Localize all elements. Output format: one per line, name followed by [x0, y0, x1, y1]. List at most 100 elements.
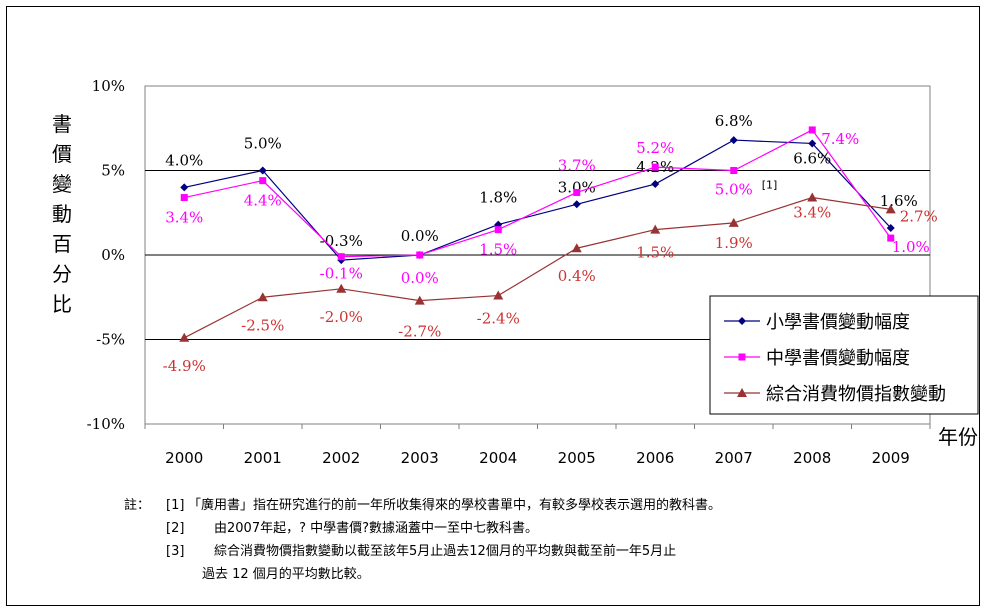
y-tick-label: 10%	[92, 77, 125, 95]
data-label: 1.8%	[479, 189, 517, 207]
y-axis-label-char: 百	[52, 232, 72, 256]
data-label: 3.0%	[558, 178, 596, 196]
data-point	[414, 295, 425, 305]
data-point	[257, 292, 268, 302]
data-point	[494, 226, 502, 234]
data-point	[258, 166, 267, 175]
data-label: -2.5%	[241, 316, 284, 334]
data-point	[179, 332, 190, 342]
note-2-mark: [2]	[166, 521, 185, 536]
y-axis-label-char: 比	[52, 292, 72, 316]
y-axis-label-char: 變	[52, 172, 72, 196]
data-point	[259, 177, 267, 185]
data-point	[336, 283, 347, 293]
data-label: 2.7%	[900, 207, 938, 225]
data-label: 6.6%	[793, 149, 831, 167]
data-label: 4.4%	[244, 192, 282, 210]
y-tick-label: 5%	[101, 162, 125, 180]
legend-entry: 綜合消費物價指數變動	[766, 384, 946, 405]
data-label: 5.2%	[636, 139, 674, 157]
data-point	[729, 136, 738, 145]
data-label: 5.0%	[244, 135, 282, 153]
figure-frame	[6, 6, 980, 606]
series-line-2	[184, 129, 892, 258]
x-tick-label: 2007	[715, 449, 753, 467]
x-tick-label: 2008	[793, 449, 831, 467]
data-point	[650, 224, 661, 234]
data-label: 1.5%	[636, 244, 674, 262]
data-label: 5.0%	[715, 181, 753, 199]
data-point	[887, 234, 895, 242]
y-tick-label: 0%	[101, 246, 125, 264]
note-3-continuation: 過去 12 個月的平均數比較。	[202, 567, 370, 582]
data-point	[180, 194, 188, 202]
data-label: 3.7%	[558, 156, 596, 174]
y-tick-label: -5%	[96, 331, 125, 349]
x-tick-label: 2002	[322, 449, 360, 467]
x-tick-label: 2009	[872, 449, 910, 467]
data-point	[571, 243, 582, 253]
legend-marker	[738, 317, 746, 325]
series-line-3	[183, 196, 891, 339]
data-label: 6.8%	[715, 112, 753, 130]
legend-marker	[737, 388, 747, 397]
data-point	[651, 180, 660, 189]
x-tick-label: 2003	[401, 449, 439, 467]
data-label: -2.7%	[398, 323, 441, 341]
data-label: -2.4%	[477, 310, 520, 328]
note-1-mark: [1]	[166, 498, 185, 513]
note-1-text: 「廣用書」指在研究進行的前一年所收集得來的學校書單中，有較多學校表示選用的教科書…	[188, 498, 722, 513]
y-axis-label-char: 動	[52, 202, 72, 226]
data-label: 3.4%	[165, 209, 203, 227]
data-point	[180, 183, 189, 192]
data-label: 0.0%	[401, 227, 439, 245]
data-point	[651, 163, 659, 171]
data-point	[416, 251, 424, 259]
note-3-text: 綜合消費物價指數變動以截至該年5月止過去12個月的平均數與截至前一年5月止	[214, 544, 677, 559]
annotation-mark: [1]	[762, 179, 778, 192]
data-label: 1.5%	[479, 241, 517, 259]
data-point	[730, 167, 738, 174]
data-label: 3.4%	[793, 204, 831, 222]
x-tick-label: 2000	[165, 449, 203, 467]
note-2-text: 由2007年起，? 中學書價?數據涵蓋中一至中七教科書。	[214, 521, 539, 536]
legend-marker	[738, 353, 746, 361]
data-point	[886, 223, 895, 232]
series-line-1	[184, 139, 892, 261]
legend-entry: 小學書價變動幅度	[766, 312, 910, 333]
data-point	[493, 290, 504, 300]
x-tick-label: 2006	[636, 449, 674, 467]
data-point	[808, 139, 817, 148]
x-tick-label: 2004	[479, 449, 517, 467]
data-label: 1.0%	[892, 238, 930, 256]
legend	[709, 295, 979, 415]
data-point	[573, 188, 581, 196]
data-label: 7.4%	[821, 130, 859, 148]
data-label: -0.1%	[320, 265, 363, 283]
y-axis-label-char: 價	[52, 142, 72, 166]
data-point	[572, 200, 581, 209]
data-label: 4.0%	[165, 151, 203, 169]
x-axis-label: 年份	[938, 425, 978, 449]
legend-entry: 中學書價變動幅度	[766, 348, 910, 369]
data-point	[728, 217, 739, 227]
data-label: -4.9%	[163, 357, 206, 375]
data-label: 1.9%	[715, 234, 753, 252]
data-label: 1.6%	[880, 192, 918, 210]
x-tick-label: 2005	[558, 449, 596, 467]
data-label: -0.3%	[320, 232, 363, 250]
notes-heading: 註：	[124, 498, 151, 513]
data-label: 0.0%	[401, 269, 439, 287]
note-3-mark: [3]	[166, 544, 185, 559]
data-label: -2.0%	[320, 308, 363, 326]
data-point	[808, 126, 816, 134]
y-axis-label-char: 書	[52, 112, 72, 136]
data-point	[807, 192, 818, 202]
y-tick-label: -10%	[87, 415, 125, 433]
data-label: 0.4%	[558, 267, 596, 285]
x-tick-label: 2001	[244, 449, 282, 467]
data-point	[885, 204, 896, 214]
data-point	[337, 253, 345, 261]
y-axis-label-char: 分	[52, 262, 72, 286]
